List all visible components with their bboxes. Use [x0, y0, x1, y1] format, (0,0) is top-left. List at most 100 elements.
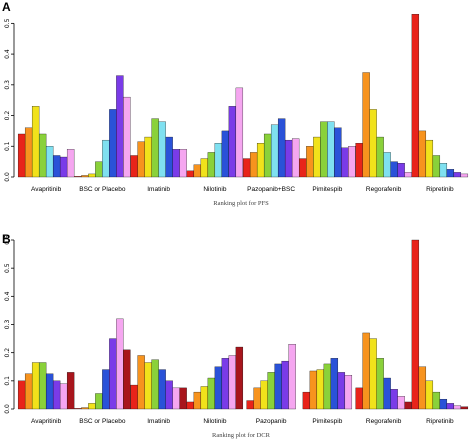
bar-regorafenib-4: [376, 136, 384, 178]
panel-letter: B: [2, 232, 11, 246]
y-tick-label: 0.3: [4, 80, 11, 90]
bar-imatinib-4: [151, 359, 159, 410]
panel-letter: A: [2, 0, 11, 14]
bar-nilotinib-6: [221, 130, 230, 178]
bar-avapritinib-7: [59, 156, 68, 178]
bar-avapritinib-8: [66, 149, 75, 178]
bar-avapritinib-7: [59, 383, 68, 410]
bar-bsc-or-placebo-1: [74, 408, 82, 410]
bar-bsc-or-placebo-1: [74, 176, 82, 178]
y-tick-label: 0.4: [4, 291, 11, 301]
y-tick-label: 0.6: [4, 235, 11, 245]
bar-regorafenib-2: [362, 72, 370, 178]
category-label: BSC or Placebo: [79, 186, 126, 193]
bar-pimitespib-1: [302, 391, 311, 410]
bar-pimitespib-7: [341, 147, 349, 178]
bar-ripretinib-4: [432, 391, 441, 410]
panel-a: A 0.0 0.1 0.2 0.3 0.4 0.5 Avapritinib BSC or Pla…: [2, 0, 469, 207]
category-label: Pazopanib: [256, 418, 287, 425]
bar-avapritinib-1: [17, 380, 26, 410]
category-label: Regorafenib: [366, 418, 402, 425]
bar-pazopanib-2: [253, 387, 261, 410]
bar-ripretinib-5: [439, 163, 448, 178]
bar-nilotinib-2: [193, 164, 202, 178]
bar-avapritinib-6: [52, 155, 61, 178]
bar-ripretinib-2: [418, 366, 427, 410]
bar-avapritinib-5: [45, 146, 54, 178]
bar-bsc-or-placebo-7: [116, 318, 124, 410]
bar-bsc-or-placebo-8: [123, 349, 131, 410]
bar-avapritinib-5: [45, 373, 54, 410]
bar-regorafenib-4: [376, 358, 384, 410]
bar-nilotinib-3: [200, 386, 209, 410]
bar-pazopanib-bsc-2: [249, 152, 258, 178]
bar-regorafenib-7: [397, 396, 405, 410]
bar-pimitespib-4: [323, 363, 332, 410]
y-tick-label: 0.5: [4, 18, 11, 28]
bar-bsc-or-placebo-7: [116, 75, 124, 178]
bar-imatinib-6: [165, 136, 173, 178]
bar-pazopanib-bsc-5: [270, 124, 279, 178]
bar-nilotinib-8: [235, 87, 244, 178]
bar-pazopanib-4: [267, 372, 275, 410]
y-tick-label: 0.1: [4, 141, 11, 151]
bar-nilotinib-5: [214, 366, 223, 410]
bar-pimitespib-4: [320, 121, 328, 178]
bar-imatinib-7: [172, 149, 180, 178]
bar-regorafenib-1: [355, 387, 363, 410]
bar-avapritinib-3: [31, 362, 40, 410]
bar-ripretinib-7: [453, 172, 462, 178]
bar-pimitespib-2: [309, 370, 318, 410]
category-label: Pazopanib+BSC: [247, 186, 295, 193]
category-label: Imatinib: [147, 186, 170, 193]
category-label: Nilotinib: [203, 418, 227, 425]
bar-pazopanib-bsc-3: [256, 143, 265, 178]
bar-bsc-or-placebo-6: [109, 109, 117, 178]
bar-pazopanib-6: [281, 360, 289, 410]
bar-imatinib-2: [137, 355, 145, 410]
bar-pimitespib-5: [327, 121, 335, 178]
bar-regorafenib-5: [383, 152, 391, 178]
category-label: Avapritinib: [31, 418, 62, 425]
bar-bsc-or-placebo-4: [95, 393, 103, 410]
bar-imatinib-5: [158, 369, 166, 410]
bar-pimitespib-3: [313, 136, 321, 178]
y-tick-label: 0.0: [4, 404, 11, 414]
bar-ripretinib-1: [411, 13, 420, 178]
bar-ripretinib-2: [418, 130, 427, 178]
y-tick-label: 0.1: [4, 376, 11, 386]
bar-pazopanib-bsc-7: [284, 139, 293, 178]
bar-imatinib-3: [144, 362, 152, 410]
bar-ripretinib-3: [425, 139, 434, 178]
bar-ripretinib-8: [460, 173, 469, 178]
bar-pimitespib-8: [348, 146, 356, 178]
bar-bsc-or-placebo-4: [95, 161, 103, 178]
bar-bsc-or-placebo-2: [81, 407, 89, 410]
bar-ripretinib-3: [425, 380, 434, 410]
category-label: Nilotinib: [203, 186, 227, 193]
bar-pazopanib-bsc-4: [263, 133, 272, 178]
bar-nilotinib-6: [221, 358, 230, 410]
bar-pazopanib-7: [288, 344, 296, 410]
bar-imatinib-5: [158, 121, 166, 178]
bar-ripretinib-5: [439, 398, 448, 410]
bar-regorafenib-8: [404, 401, 412, 410]
bar-nilotinib-1: [186, 401, 195, 410]
bar-pimitespib-7: [344, 375, 353, 410]
bar-ripretinib-6: [446, 403, 455, 410]
bar-nilotinib-7: [228, 355, 237, 410]
bar-ripretinib-6: [446, 169, 455, 178]
bar-pimitespib-5: [330, 358, 339, 410]
bar-nilotinib-5: [214, 143, 223, 178]
bar-regorafenib-8: [404, 172, 412, 178]
bar-pazopanib-bsc-6: [277, 118, 286, 178]
bar-ripretinib-8: [460, 406, 469, 410]
category-label: Avapritinib: [31, 186, 62, 193]
y-tick-label: 0.4: [4, 49, 11, 59]
bar-pimitespib-2: [306, 146, 314, 178]
bar-avapritinib-1: [17, 133, 26, 178]
category-label: Pimitespib: [312, 418, 342, 425]
x-axis-label: Ranking plot for DCR: [212, 432, 271, 439]
bar-regorafenib-3: [369, 109, 377, 178]
y-tick-label: 0.5: [4, 263, 11, 273]
